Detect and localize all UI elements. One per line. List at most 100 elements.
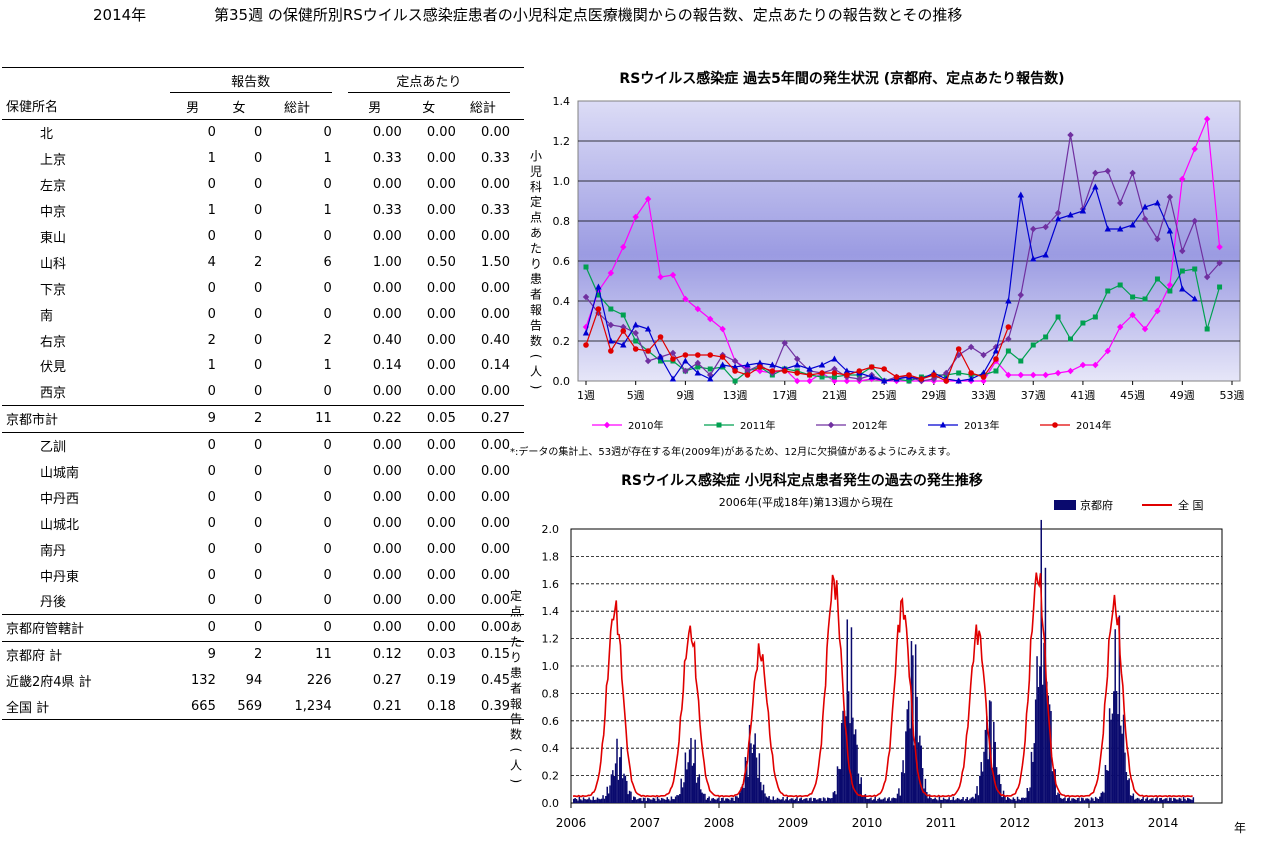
chart2-area-bar bbox=[585, 799, 588, 803]
chart2-series-national bbox=[572, 572, 1193, 798]
table-cell: 0.00 bbox=[426, 332, 456, 348]
chart2-area-bar bbox=[804, 798, 807, 803]
chart2-area-bar bbox=[598, 798, 600, 803]
chart2-y-label-char: ) bbox=[509, 778, 523, 783]
chart2-area-bar bbox=[725, 798, 727, 803]
table-cell: 0 bbox=[207, 384, 216, 400]
chart1-y-tick: 0.8 bbox=[553, 215, 571, 228]
chart1-data-point bbox=[608, 306, 614, 312]
chart2-area-bar bbox=[1107, 770, 1109, 803]
chart2-area-bar bbox=[807, 800, 809, 803]
chart2-area-bar bbox=[1122, 714, 1125, 803]
chart1-data-point bbox=[955, 351, 962, 359]
chart1-legend-marker bbox=[603, 421, 611, 429]
chart1-data-point bbox=[955, 377, 962, 384]
chart2-area-bar bbox=[818, 798, 821, 803]
chart1-data-point bbox=[1054, 369, 1062, 377]
chart2-area-bar bbox=[1079, 801, 1082, 803]
chart2-area-bar bbox=[634, 797, 636, 803]
table-row: 中京 1 0 1 0.33 0.00 0.33 bbox=[2, 198, 524, 224]
chart2-area-bar bbox=[617, 779, 620, 803]
chart1-data-point bbox=[1017, 371, 1025, 379]
chart1-x-tick: 1週 bbox=[577, 389, 595, 402]
table-cell: 0 bbox=[207, 306, 216, 322]
chart2-legend-swatch-kyoto bbox=[1054, 500, 1076, 510]
chart2-area-bar bbox=[845, 716, 847, 803]
table-cell: 0.00 bbox=[426, 438, 456, 454]
report-year: 2014年 bbox=[93, 6, 147, 24]
chart1-data-point bbox=[781, 339, 788, 347]
chart2-area-bar bbox=[910, 641, 913, 803]
chart2-series-line bbox=[572, 572, 1193, 798]
chart2-area-bar bbox=[953, 800, 956, 803]
chart1-data-point bbox=[719, 325, 726, 333]
chart1-data-point bbox=[967, 343, 975, 351]
chart2-area-bar bbox=[596, 797, 599, 803]
table-cell: 0.00 bbox=[426, 229, 456, 244]
chart2-area-bar bbox=[973, 798, 976, 803]
chart2-area-bar bbox=[941, 799, 943, 803]
chart2-area-bar bbox=[1020, 797, 1023, 803]
chart1-data-point bbox=[1017, 291, 1025, 299]
chart1-y-tick: 0.0 bbox=[553, 375, 571, 388]
chart2-area-bar bbox=[607, 793, 610, 803]
chart1-data-point bbox=[967, 375, 975, 382]
chart1-data-point bbox=[695, 364, 701, 370]
chart2-area-bar bbox=[859, 783, 861, 803]
chart2-area-bar bbox=[751, 753, 754, 803]
chart2-area-bar bbox=[1111, 713, 1114, 803]
chart2-area-bar bbox=[653, 798, 656, 803]
chart2-area-bar bbox=[1030, 751, 1033, 803]
chart2-area-bar bbox=[582, 797, 585, 803]
table-cell: 0.00 bbox=[372, 464, 402, 480]
chart2-area-bar bbox=[716, 798, 719, 803]
table-cell: 1 bbox=[323, 358, 332, 374]
chart1-data-point bbox=[682, 357, 689, 364]
chart2-area-bar bbox=[899, 795, 902, 803]
chart1-data-point bbox=[1092, 361, 1099, 369]
chart2-area-bar bbox=[592, 796, 595, 803]
chart2-area-bar bbox=[976, 786, 978, 803]
chart2-area-bar bbox=[909, 728, 911, 803]
chart2-y-label-char: あ bbox=[510, 620, 522, 634]
table-cell: 0.00 bbox=[426, 203, 456, 219]
chart2-area-bar bbox=[1071, 798, 1073, 803]
chart2-area-bar bbox=[1115, 691, 1118, 803]
chart2-area-bar bbox=[679, 794, 681, 803]
chart1-y-label-char: 人 bbox=[530, 365, 542, 379]
chart1-y-tick: 0.6 bbox=[553, 255, 571, 268]
chart2-area-bar bbox=[1132, 793, 1135, 803]
table-cell: 0 bbox=[207, 229, 216, 244]
chart2-area-bar bbox=[884, 797, 886, 803]
chart2-area-bar bbox=[704, 793, 706, 803]
chart2-area-bar bbox=[1161, 799, 1164, 803]
chart2-area-bar bbox=[895, 798, 897, 803]
chart1-data-point bbox=[694, 305, 702, 313]
chart2-area-bar bbox=[655, 800, 657, 803]
table-cell: 0.00 bbox=[426, 358, 456, 374]
table-row: 京都市計 9 2 11 0.22 0.05 0.27 bbox=[2, 404, 524, 433]
chart2-area-bar bbox=[743, 787, 745, 803]
chart2-area-bar bbox=[1157, 801, 1160, 803]
chart2-x-tick: 2010 bbox=[852, 816, 883, 830]
chart1-data-point bbox=[980, 377, 987, 385]
chart2-area-bar bbox=[726, 798, 729, 803]
chart2-area-bar bbox=[635, 799, 638, 803]
chart1-data-point bbox=[992, 347, 1000, 354]
chart1-x-tick: 29週 bbox=[921, 389, 946, 402]
table-row: 山城北 0 0 0 0.00 0.00 0.00 bbox=[2, 510, 524, 536]
chart2-area-bar bbox=[741, 784, 744, 803]
chart1-data-point bbox=[993, 368, 999, 374]
table-cell: 0.00 bbox=[426, 306, 456, 322]
chart2-area-bar bbox=[945, 799, 948, 803]
chart2-area-bar bbox=[680, 778, 682, 803]
chart2-area-bar bbox=[673, 799, 675, 803]
chart2-area-bar bbox=[838, 768, 840, 803]
table-cell: 0 bbox=[207, 541, 216, 557]
table-cell: 0.00 bbox=[426, 384, 456, 400]
chart2-area-bar bbox=[892, 797, 895, 803]
chart2-area-bar bbox=[891, 798, 893, 803]
table-cell: 0.05 bbox=[401, 404, 456, 433]
chart2-area-bar bbox=[1140, 798, 1143, 803]
chart1-data-point bbox=[1055, 314, 1061, 320]
